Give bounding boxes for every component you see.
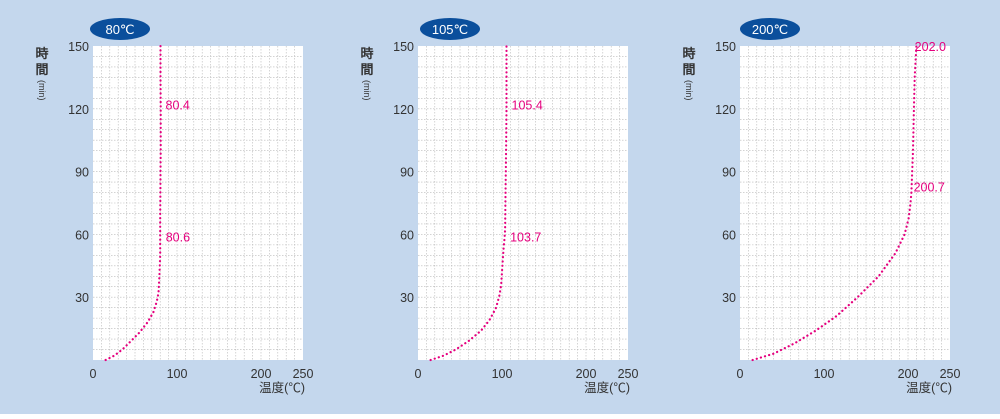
x-tick-label: 250 (940, 367, 961, 381)
y-tick-label: 150 (715, 40, 736, 54)
x-tick-label: 200 (576, 367, 597, 381)
y-tick-label: 150 (68, 40, 89, 54)
y-axis-label-unit: (min) (37, 80, 47, 101)
y-tick-label: 60 (722, 228, 736, 242)
series-line (429, 44, 508, 362)
y-tick-label: 90 (722, 166, 736, 180)
data-label: 80.6 (166, 230, 190, 244)
series-line (751, 44, 918, 362)
y-axis-label-char: 時 (35, 46, 48, 61)
y-tick-label: 120 (715, 103, 736, 117)
y-tick-label: 60 (400, 228, 414, 242)
x-tick-label: 100 (167, 367, 188, 381)
y-axis-label-char: 時 (360, 46, 373, 61)
data-label: 105.4 (512, 99, 543, 113)
y-tick-label: 30 (722, 291, 736, 305)
y-tick-label: 90 (75, 166, 89, 180)
chart-title: 80℃ (105, 22, 134, 37)
y-tick-label: 120 (68, 103, 89, 117)
title-badge (420, 18, 480, 40)
x-axis-label: 温度(℃) (584, 380, 630, 395)
y-axis-label-char: 間 (360, 62, 373, 77)
y-tick-label: 90 (400, 166, 414, 180)
y-axis-label-char: 間 (682, 62, 695, 77)
y-axis-label-unit: (min) (362, 80, 372, 101)
data-label: 200.7 (914, 180, 945, 194)
y-axis-label-char: 間 (35, 62, 48, 77)
title-badge (740, 18, 800, 40)
x-tick-label: 250 (293, 367, 314, 381)
x-tick-label: 0 (415, 367, 422, 381)
y-axis-label-char: 時 (682, 46, 695, 61)
y-axis-label: 時間 (min) (682, 46, 695, 101)
y-tick-label: 120 (393, 103, 414, 117)
chart-title: 105℃ (432, 22, 468, 37)
x-tick-label: 0 (737, 367, 744, 381)
x-axis-label: 温度(℃) (906, 380, 952, 395)
data-label: 80.4 (166, 99, 190, 113)
x-axis-label: 温度(℃) (259, 380, 305, 395)
y-tick-label: 30 (400, 291, 414, 305)
x-tick-label: 0 (90, 367, 97, 381)
chart-panel-2: 0 100 200 250 30 60 90 120 150 温度(℃) 時間 (min) 105℃ 10… (360, 18, 638, 395)
x-tick-label: 250 (618, 367, 639, 381)
y-tick-label: 60 (75, 228, 89, 242)
y-tick-label: 150 (393, 40, 414, 54)
chart-panel-3: 0 100 200 250 30 60 90 120 150 温度(℃) 時間 (min) 200℃ 20… (682, 18, 960, 395)
y-axis-label: 時間 (min) (360, 46, 373, 101)
data-label: 103.7 (510, 230, 541, 244)
chart-title: 200℃ (752, 22, 788, 37)
y-tick-label: 30 (75, 291, 89, 305)
data-label: 202.0 (915, 40, 946, 54)
y-axis-label: 時間 (min) (35, 46, 48, 101)
y-axis-label-unit: (min) (684, 80, 694, 101)
x-tick-label: 100 (492, 367, 513, 381)
x-tick-label: 200 (898, 367, 919, 381)
x-tick-label: 100 (814, 367, 835, 381)
title-badge (90, 18, 150, 40)
x-tick-label: 200 (251, 367, 272, 381)
chart-panel-1: 0 100 200 250 30 60 90 120 150 温度(℃) 時間 (min) 80℃ 80.… (35, 18, 313, 395)
